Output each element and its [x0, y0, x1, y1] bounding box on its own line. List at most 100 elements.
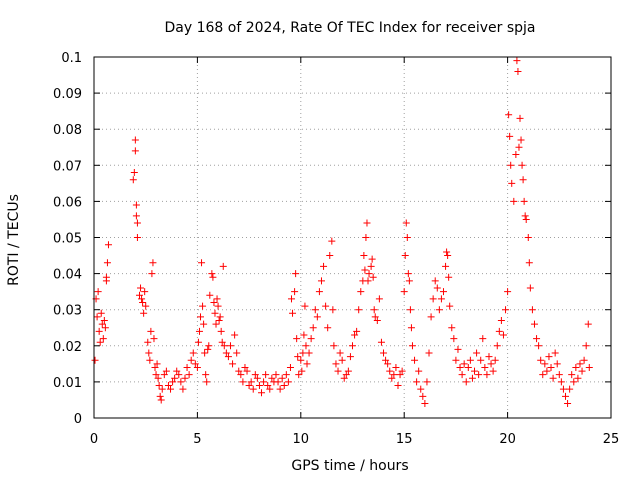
data-point	[375, 295, 383, 303]
data-point	[363, 219, 371, 227]
data-point	[456, 363, 464, 371]
y-tick-label: 0.07	[53, 159, 82, 174]
data-point	[524, 234, 532, 241]
data-point	[373, 317, 381, 325]
data-point	[173, 367, 181, 375]
data-point	[104, 241, 112, 249]
data-point	[514, 67, 522, 75]
data-point	[322, 302, 330, 310]
data-point	[415, 367, 423, 375]
data-point	[154, 374, 162, 382]
data-point	[328, 237, 336, 245]
data-point	[464, 363, 472, 371]
data-point	[578, 367, 586, 375]
y-tick-label: 0.09	[53, 87, 82, 102]
data-point	[211, 309, 219, 317]
data-point	[233, 349, 241, 357]
data-point	[215, 317, 223, 325]
data-point	[276, 385, 284, 393]
data-point	[475, 371, 483, 379]
data-point	[429, 295, 437, 303]
data-point	[131, 147, 139, 155]
data-point	[301, 302, 309, 310]
data-point	[200, 320, 208, 328]
data-point	[292, 270, 300, 278]
data-point	[204, 345, 212, 353]
data-point	[346, 353, 354, 361]
data-point	[568, 371, 576, 379]
data-point	[392, 363, 400, 371]
data-point	[334, 367, 342, 375]
data-point	[132, 201, 140, 209]
data-point	[239, 378, 247, 386]
y-axis-label: ROTI / TECUs	[6, 194, 22, 286]
data-point	[487, 360, 495, 368]
data-point	[351, 331, 359, 339]
data-point	[278, 374, 286, 382]
data-point	[150, 335, 158, 343]
data-point	[510, 197, 518, 205]
data-point	[431, 277, 439, 285]
data-point	[167, 385, 175, 393]
data-point	[245, 382, 253, 390]
data-point	[368, 255, 376, 263]
data-point	[249, 385, 257, 393]
data-point	[411, 356, 419, 364]
data-point	[213, 295, 221, 303]
data-point	[266, 385, 274, 393]
data-point	[272, 371, 280, 379]
data-point	[553, 360, 561, 368]
data-point	[497, 317, 505, 325]
data-point	[400, 288, 408, 296]
data-point	[226, 342, 234, 350]
data-point	[137, 284, 145, 292]
data-point	[94, 288, 102, 296]
data-point	[297, 356, 305, 364]
data-point	[156, 392, 164, 400]
data-point	[284, 378, 292, 386]
data-point	[502, 306, 510, 314]
data-point	[183, 363, 191, 371]
data-point	[216, 313, 224, 321]
data-point	[206, 291, 214, 299]
data-point	[336, 349, 344, 357]
data-point	[129, 176, 137, 184]
y-tick-label: 0.1	[61, 51, 82, 66]
data-point	[406, 306, 414, 314]
data-point	[229, 360, 237, 368]
axis-ticks	[93, 56, 612, 419]
data-point	[302, 342, 310, 350]
data-point	[405, 277, 413, 285]
data-point	[164, 382, 172, 390]
data-point	[139, 298, 147, 306]
data-point	[140, 309, 148, 317]
data-point	[287, 295, 295, 303]
data-point	[403, 234, 411, 241]
data-point	[584, 320, 592, 328]
data-point	[133, 219, 141, 227]
data-point	[219, 262, 227, 270]
data-point	[466, 356, 474, 364]
data-point	[471, 367, 479, 375]
data-point	[177, 378, 185, 386]
data-point	[243, 367, 251, 375]
data-point	[516, 114, 524, 122]
data-point	[95, 327, 103, 335]
data-point	[313, 313, 321, 321]
data-point	[209, 273, 217, 281]
data-point	[585, 363, 593, 371]
data-point	[460, 360, 468, 368]
y-tick-label: 0.04	[53, 268, 82, 283]
data-point	[344, 367, 352, 375]
data-point	[291, 288, 299, 296]
data-point	[101, 324, 109, 332]
data-point	[582, 342, 590, 350]
data-point	[394, 382, 402, 390]
data-point	[355, 306, 363, 314]
data-point	[158, 385, 166, 393]
data-point	[148, 270, 156, 278]
data-point	[157, 396, 165, 404]
data-point	[515, 143, 523, 151]
data-point	[205, 342, 213, 350]
data-point	[481, 363, 489, 371]
